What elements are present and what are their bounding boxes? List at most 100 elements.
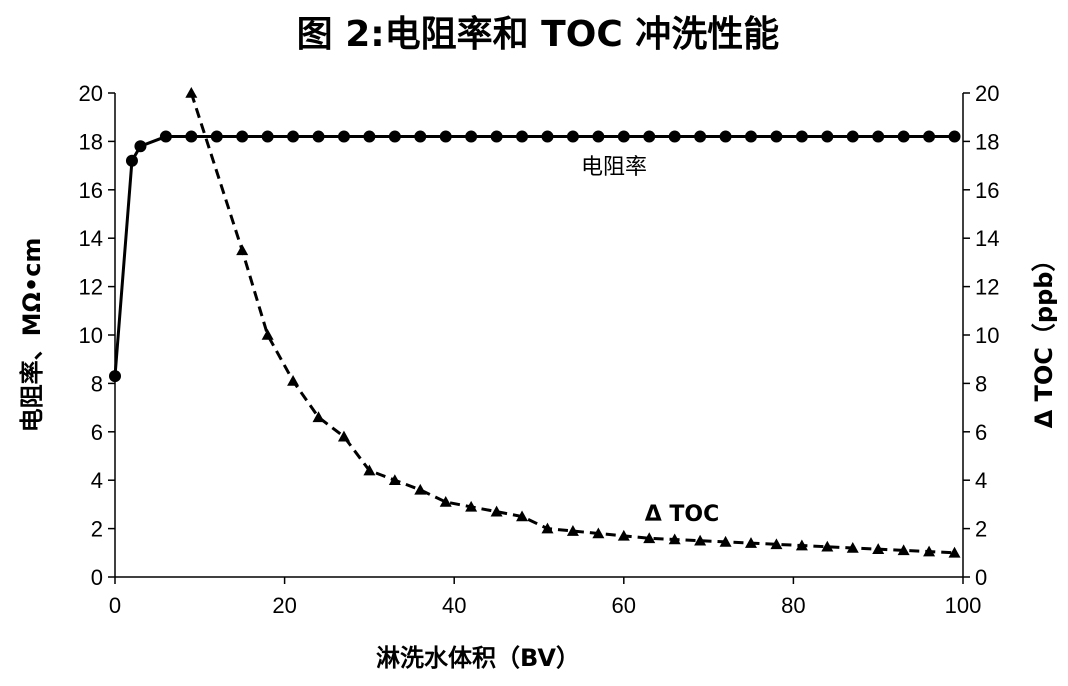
data-point-resistivity [948, 130, 961, 143]
x-tick-label: 80 [781, 593, 805, 618]
data-point-resistivity [439, 130, 452, 143]
y-tick-right-label: 18 [975, 129, 999, 154]
data-point-toc [465, 500, 478, 512]
y-tick-left-label: 2 [91, 517, 103, 542]
data-point-resistivity [770, 130, 783, 143]
data-point-toc [923, 545, 936, 557]
y-tick-left-label: 12 [79, 275, 103, 300]
data-point-toc [795, 539, 808, 551]
data-point-toc [312, 411, 325, 423]
series-resistivity [109, 130, 961, 383]
axes-group [114, 93, 964, 578]
data-point-resistivity [795, 130, 808, 143]
y-tick-right-label: 0 [975, 565, 987, 590]
x-tick-label: 100 [945, 593, 982, 618]
data-point-toc [236, 244, 249, 256]
data-point-toc [490, 505, 503, 517]
data-point-resistivity [261, 130, 274, 143]
y-tick-left-label: 18 [79, 129, 103, 154]
data-point-resistivity [388, 130, 401, 143]
y-tick-right-label: 16 [975, 178, 999, 203]
y-tick-left-label: 16 [79, 178, 103, 203]
data-point-toc [617, 529, 630, 541]
data-point-resistivity [159, 130, 172, 143]
series-toc [185, 87, 961, 558]
data-point-toc [287, 374, 300, 386]
x-axis-label: 淋洗水体积（BV） [376, 644, 580, 672]
data-point-resistivity [541, 130, 554, 143]
data-point-toc [846, 541, 859, 553]
series-line-resistivity [113, 135, 955, 377]
x-tick-label: 40 [442, 593, 466, 618]
x-tick-label: 0 [109, 593, 121, 618]
data-point-resistivity [897, 130, 910, 143]
data-point-resistivity [363, 130, 376, 143]
data-point-toc [337, 430, 350, 442]
data-point-toc [694, 534, 707, 546]
data-point-toc [363, 464, 376, 476]
data-point-toc [185, 87, 198, 98]
data-point-toc [745, 537, 757, 548]
data-point-resistivity [668, 130, 681, 143]
y-tick-left-label: 8 [91, 371, 103, 396]
y-tick-right-label: 12 [975, 275, 999, 300]
data-point-resistivity [745, 130, 757, 143]
data-point-resistivity [643, 130, 656, 143]
y-axis-label-left: 电阻率、MΩ•cm [18, 238, 46, 433]
data-point-toc [719, 535, 732, 547]
data-point-resistivity [236, 130, 249, 143]
data-point-resistivity [210, 130, 223, 143]
y-tick-right-label: 20 [975, 81, 999, 106]
y-tick-left-label: 14 [79, 226, 103, 251]
y-tick-left-label: 10 [79, 323, 103, 348]
data-point-toc [592, 527, 605, 539]
y-tick-right-label: 2 [975, 517, 987, 542]
data-point-resistivity [923, 130, 936, 143]
data-point-resistivity [617, 130, 630, 143]
data-point-resistivity [821, 130, 834, 143]
y-tick-left-label: 0 [91, 565, 103, 590]
data-point-toc [643, 532, 656, 544]
data-point-resistivity [109, 370, 121, 383]
data-point-toc [668, 533, 681, 545]
data-point-toc [566, 525, 579, 536]
data-point-resistivity [125, 154, 138, 167]
data-point-resistivity [337, 130, 350, 143]
data-point-toc [261, 329, 274, 340]
chart-title: 图 2:电阻率和 TOC 冲洗性能 [297, 14, 780, 55]
data-point-resistivity [516, 130, 529, 143]
y-tick-right-label: 14 [975, 226, 999, 251]
data-point-toc [770, 538, 783, 550]
y-tick-right-label: 4 [975, 468, 987, 493]
data-point-toc [821, 540, 834, 552]
data-point-toc [414, 483, 427, 495]
data-point-toc [516, 510, 529, 522]
data-point-toc [439, 495, 452, 507]
data-point-resistivity [592, 130, 605, 143]
data-point-toc [872, 543, 885, 554]
data-point-resistivity [490, 130, 503, 143]
data-point-resistivity [566, 130, 579, 143]
data-point-resistivity [287, 130, 300, 143]
y-tick-left-label: 4 [91, 468, 103, 493]
y-tick-left-label: 20 [79, 81, 103, 106]
data-point-resistivity [134, 140, 147, 153]
data-point-resistivity [414, 130, 427, 143]
x-tick-label: 60 [612, 593, 636, 618]
y-tick-right-label: 6 [975, 420, 987, 445]
data-point-resistivity [312, 130, 325, 143]
y-axis-label-right: Δ TOC（ppb） [1030, 248, 1058, 429]
data-point-resistivity [846, 130, 859, 143]
series-label-resistivity: 电阻率 [581, 155, 647, 180]
y-tick-left-label: 6 [91, 420, 103, 445]
data-point-resistivity [694, 130, 707, 143]
series-line-toc [189, 92, 955, 555]
data-point-toc [388, 474, 401, 485]
data-point-toc [897, 544, 910, 556]
y-tick-right-label: 8 [975, 371, 987, 396]
data-point-toc [541, 522, 554, 534]
data-point-resistivity [872, 130, 885, 143]
